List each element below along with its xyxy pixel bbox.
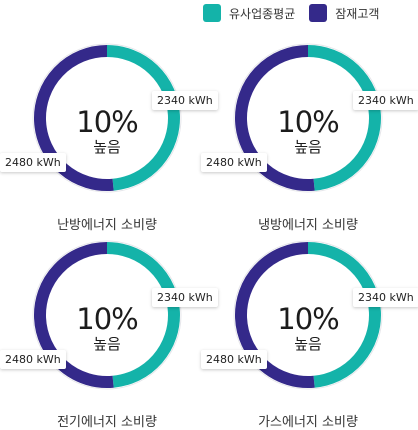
peer-average-slice — [106, 45, 180, 191]
peer-average-value-label: 2340 kWh — [353, 288, 418, 307]
prospect-slice — [235, 242, 315, 388]
peer-average-slice — [106, 242, 180, 388]
peer-average-slice — [307, 242, 381, 388]
prospect-slice — [34, 45, 114, 191]
chart-title: 난방에너지 소비량 — [57, 218, 157, 233]
prospect-value-label: 2480 kWh — [201, 153, 267, 172]
legend-item-peer-average[interactable]: 유사업종평균 — [203, 4, 295, 22]
peer-average-slice — [307, 45, 381, 191]
peer-average-value-label: 2340 kWh — [353, 91, 418, 110]
chart-title: 전기에너지 소비량 — [57, 415, 157, 430]
electric-energy-chart: 10% 높음 2340 kWh 2480 kWh 전기에너지 소비량 — [0, 211, 218, 430]
prospect-value-label: 2480 kWh — [0, 350, 66, 369]
donut-guide-ring — [233, 43, 383, 193]
legend-item-prospect[interactable]: 잠재고객 — [309, 4, 379, 22]
donut-guide-ring — [233, 240, 383, 390]
donut-guide-ring — [32, 43, 182, 193]
donut-svg — [32, 43, 182, 193]
legend-swatch-prospect — [309, 4, 328, 22]
legend-swatch-peer-average — [203, 4, 221, 22]
chart-title: 냉방에너지 소비량 — [258, 218, 358, 233]
chart-legend: 유사업종평균 잠재고객 — [203, 2, 379, 24]
legend-label-peer-average: 유사업종평균 — [229, 6, 296, 21]
heating-energy-chart: 10% 높음 2340 kWh 2480 kWh 난방에너지 소비량 — [0, 14, 218, 233]
chart-title: 가스에너지 소비량 — [258, 415, 358, 430]
donut-svg — [233, 43, 383, 193]
prospect-slice — [34, 242, 114, 388]
donut-svg — [233, 240, 383, 390]
donut-guide-ring — [32, 240, 182, 390]
prospect-slice — [235, 45, 315, 191]
gas-energy-chart: 10% 높음 2340 kWh 2480 kWh 가스에너지 소비량 — [201, 211, 418, 430]
prospect-value-label: 2480 kWh — [0, 153, 66, 172]
peer-average-value-label: 2340 kWh — [152, 288, 218, 307]
peer-average-value-label: 2340 kWh — [152, 91, 218, 110]
legend-label-prospect: 잠재고객 — [335, 6, 380, 21]
prospect-value-label: 2480 kWh — [201, 350, 267, 369]
donut-svg — [32, 240, 182, 390]
cooling-energy-chart: 10% 높음 2340 kWh 2480 kWh 냉방에너지 소비량 — [201, 14, 418, 233]
